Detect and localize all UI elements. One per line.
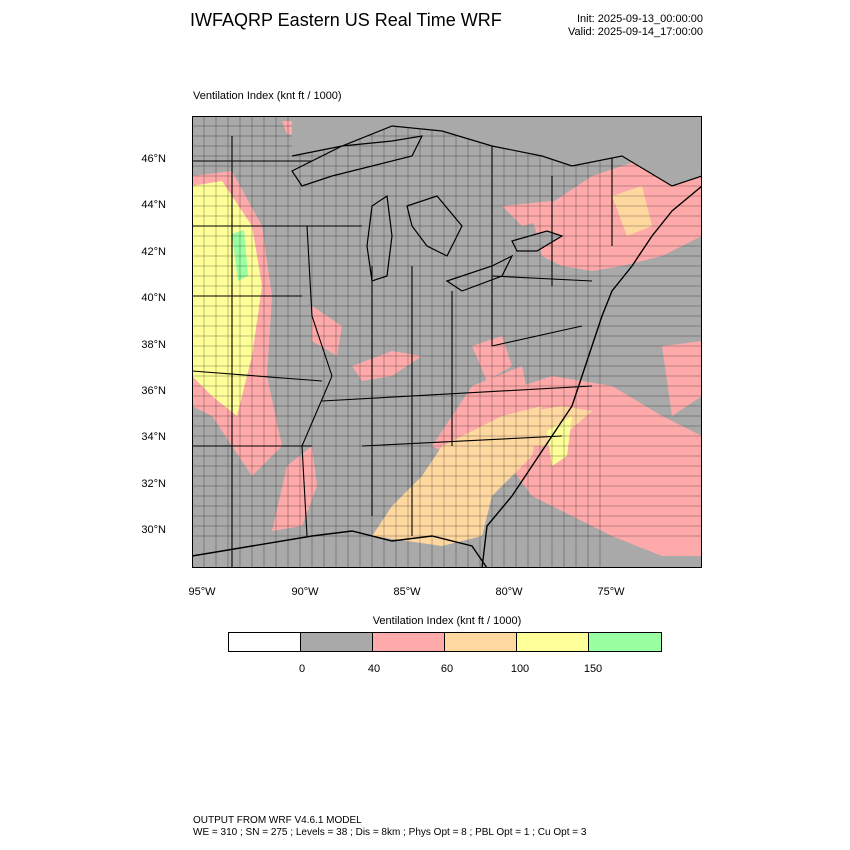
great-lakes [291,135,564,292]
legend-swatch-4 [517,633,589,651]
us-canada-border [291,125,702,187]
lon-label: 90°W [291,586,319,598]
legend-tick: 40 [367,663,381,675]
map-panel [192,116,702,568]
legend-swatch-1 [301,633,373,651]
lat-label: 44°N [141,199,166,211]
lat-label: 38°N [141,339,166,351]
lat-label: 30°N [141,524,166,536]
legend-swatch-5 [589,633,661,651]
lat-label: 46°N [141,153,166,165]
legend-swatch-0 [229,633,301,651]
model-config: WE = 310 ; SN = 275 ; Levels = 38 ; Dis … [193,827,587,838]
legend-title: Ventilation Index (knt ft / 1000) [372,615,522,627]
map-frame [192,116,702,568]
legend-tick: 0 [298,663,306,675]
lat-label: 40°N [141,292,166,304]
canada-region [292,116,702,186]
lon-label: 95°W [188,586,216,598]
lon-label: 85°W [393,586,421,598]
lon-label: 75°W [597,586,625,598]
lat-label: 42°N [141,246,166,258]
time-info: Init: 2025-09-13_00:00:00 Valid: 2025-09… [568,13,703,39]
lat-label: 34°N [141,431,166,443]
legend-colorbar [228,632,662,652]
atlantic-coastline [481,185,702,568]
init-time: Init: 2025-09-13_00:00:00 [577,13,703,25]
map-svg [192,116,702,568]
model-info: OUTPUT FROM WRF V4.6.1 MODEL WE = 310 ; … [193,815,586,839]
valid-time: Valid: 2025-09-14_17:00:00 [568,26,703,38]
legend-swatch-3 [445,633,517,651]
legend-tick: 60 [440,663,454,675]
field-label: Ventilation Index (knt ft / 1000) [193,90,342,102]
model-version: OUTPUT FROM WRF V4.6.1 MODEL [193,815,362,826]
lon-label: 80°W [495,586,523,598]
legend-swatch-2 [373,633,445,651]
legend-tick: 150 [583,663,603,675]
plot-title: IWFAQRP Eastern US Real Time WRF [190,10,502,30]
lat-label: 32°N [141,478,166,490]
lat-label: 36°N [141,385,166,397]
legend-tick: 100 [510,663,530,675]
